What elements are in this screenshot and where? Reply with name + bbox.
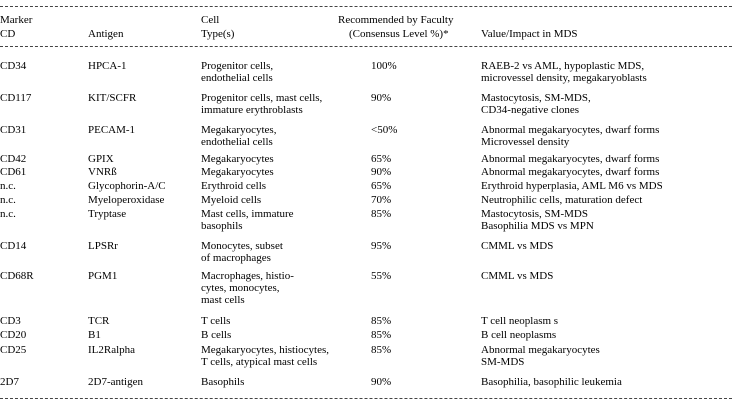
cell-type: Megakaryocytes, histiocytes, (201, 344, 329, 356)
cell-type: Basophils (201, 376, 245, 388)
cell-impact: CMML vs MDS (481, 270, 554, 282)
cell-consensus: 65% (371, 153, 392, 165)
cell-antigen: PECAM-1 (88, 124, 136, 136)
header-type: Type(s) (201, 28, 235, 40)
cell-consensus: 85% (371, 208, 392, 220)
cell-type: cytes, monocytes, (201, 282, 280, 294)
cell-type: B cells (201, 329, 232, 341)
cell-cd: CD14 (0, 240, 27, 252)
top-rule (0, 6, 732, 7)
cell-type: Progenitor cells, mast cells, (201, 92, 323, 104)
cell-cd: CD42 (0, 153, 27, 165)
cell-consensus: 85% (371, 329, 392, 341)
cell-impact: Basophilia, basophilic leukemia (481, 376, 622, 388)
header-recommended: Recommended by Faculty (338, 14, 454, 26)
cell-consensus: 55% (371, 270, 392, 282)
header-rule (0, 46, 732, 47)
cell-impact: Abnormal megakaryocytes (481, 344, 600, 356)
cell-antigen: GPIX (88, 153, 114, 165)
cell-impact: B cell neoplasms (481, 329, 557, 341)
header-consensus: (Consensus Level %)* (349, 28, 449, 40)
cell-type: Progenitor cells, (201, 60, 274, 72)
cell-type: Monocytes, subset (201, 240, 283, 252)
cell-antigen: B1 (88, 329, 101, 341)
cell-cd: n.c. (0, 194, 16, 206)
header-cd: CD (0, 28, 16, 40)
cell-impact: Abnormal megakaryocytes, dwarf forms (481, 153, 660, 165)
cell-consensus: 70% (371, 194, 392, 206)
cell-type: endothelial cells (201, 136, 273, 148)
cell-impact: RAEB-2 vs AML, hypoplastic MDS, (481, 60, 645, 72)
cell-impact: Neutrophilic cells, maturation defect (481, 194, 643, 206)
cell-consensus: 90% (371, 92, 392, 104)
cell-antigen: Glycophorin-A/C (88, 180, 166, 192)
cell-impact: Mastocytosis, SM-MDS (481, 208, 588, 220)
cell-consensus: 95% (371, 240, 392, 252)
cell-impact: microvessel density, megakaryoblasts (481, 72, 647, 84)
cell-type: Megakaryocytes, (201, 124, 277, 136)
cell-type: of macrophages (201, 252, 271, 264)
cell-cd: 2D7 (0, 376, 19, 388)
cell-impact: Basophilia MDS vs MPN (481, 220, 594, 232)
cell-consensus: 85% (371, 315, 392, 327)
cell-type: Macrophages, histio- (201, 270, 294, 282)
cell-impact: Abnormal megakaryocytes, dwarf forms (481, 166, 660, 178)
cell-impact: Microvessel density (481, 136, 570, 148)
cell-consensus: 65% (371, 180, 392, 192)
cell-cd: n.c. (0, 180, 16, 192)
cell-consensus: <50% (371, 124, 398, 136)
cell-type: T cells (201, 315, 231, 327)
cell-impact: CMML vs MDS (481, 240, 554, 252)
cell-antigen: LPSRr (88, 240, 118, 252)
cell-antigen: Myeloperoxidase (88, 194, 165, 206)
cell-cd: CD31 (0, 124, 27, 136)
cell-type: mast cells (201, 294, 245, 306)
cell-cd: n.c. (0, 208, 16, 220)
cell-consensus: 100% (371, 60, 397, 72)
cell-antigen: IL2Ralpha (88, 344, 136, 356)
cell-type: Megakaryocytes (201, 153, 274, 165)
cell-impact: CD34-negative clones (481, 104, 580, 116)
cell-consensus: 90% (371, 166, 392, 178)
cell-antigen: 2D7-antigen (88, 376, 143, 388)
cell-cd: CD117 (0, 92, 32, 104)
cell-impact: Mastocytosis, SM-MDS, (481, 92, 591, 104)
cell-cd: CD20 (0, 329, 27, 341)
cell-impact: SM-MDS (481, 356, 525, 368)
cell-type: Myeloid cells (201, 194, 262, 206)
cell-type: endothelial cells (201, 72, 273, 84)
cell-antigen: PGM1 (88, 270, 118, 282)
header-antigen: Antigen (88, 28, 124, 40)
cell-cd: CD61 (0, 166, 27, 178)
cell-cd: CD34 (0, 60, 27, 72)
header-marker: Marker (0, 14, 33, 26)
cell-type: immature erythroblasts (201, 104, 303, 116)
cell-type: T cells, atypical mast cells (201, 356, 318, 368)
cell-impact: T cell neoplasm s (481, 315, 559, 327)
cell-type: Erythroid cells (201, 180, 267, 192)
header-value-impact: Value/Impact in MDS (481, 28, 578, 40)
cell-cd: CD68R (0, 270, 34, 282)
cell-type: Mast cells, immature (201, 208, 294, 220)
bottom-rule (0, 398, 732, 399)
header-cell: Cell (201, 14, 220, 26)
cell-consensus: 85% (371, 344, 392, 356)
cell-consensus: 90% (371, 376, 392, 388)
cell-antigen: VNRß (88, 166, 117, 178)
cell-impact: Erythroid hyperplasia, AML M6 vs MDS (481, 180, 663, 192)
cell-type: Megakaryocytes (201, 166, 274, 178)
cell-impact: Abnormal megakaryocytes, dwarf forms (481, 124, 660, 136)
cell-antigen: TCR (88, 315, 110, 327)
cell-type: basophils (201, 220, 243, 232)
cell-antigen: Tryptase (88, 208, 127, 220)
cell-cd: CD3 (0, 315, 21, 327)
cell-antigen: HPCA-1 (88, 60, 127, 72)
cell-cd: CD25 (0, 344, 27, 356)
cell-antigen: KIT/SCFR (88, 92, 137, 104)
